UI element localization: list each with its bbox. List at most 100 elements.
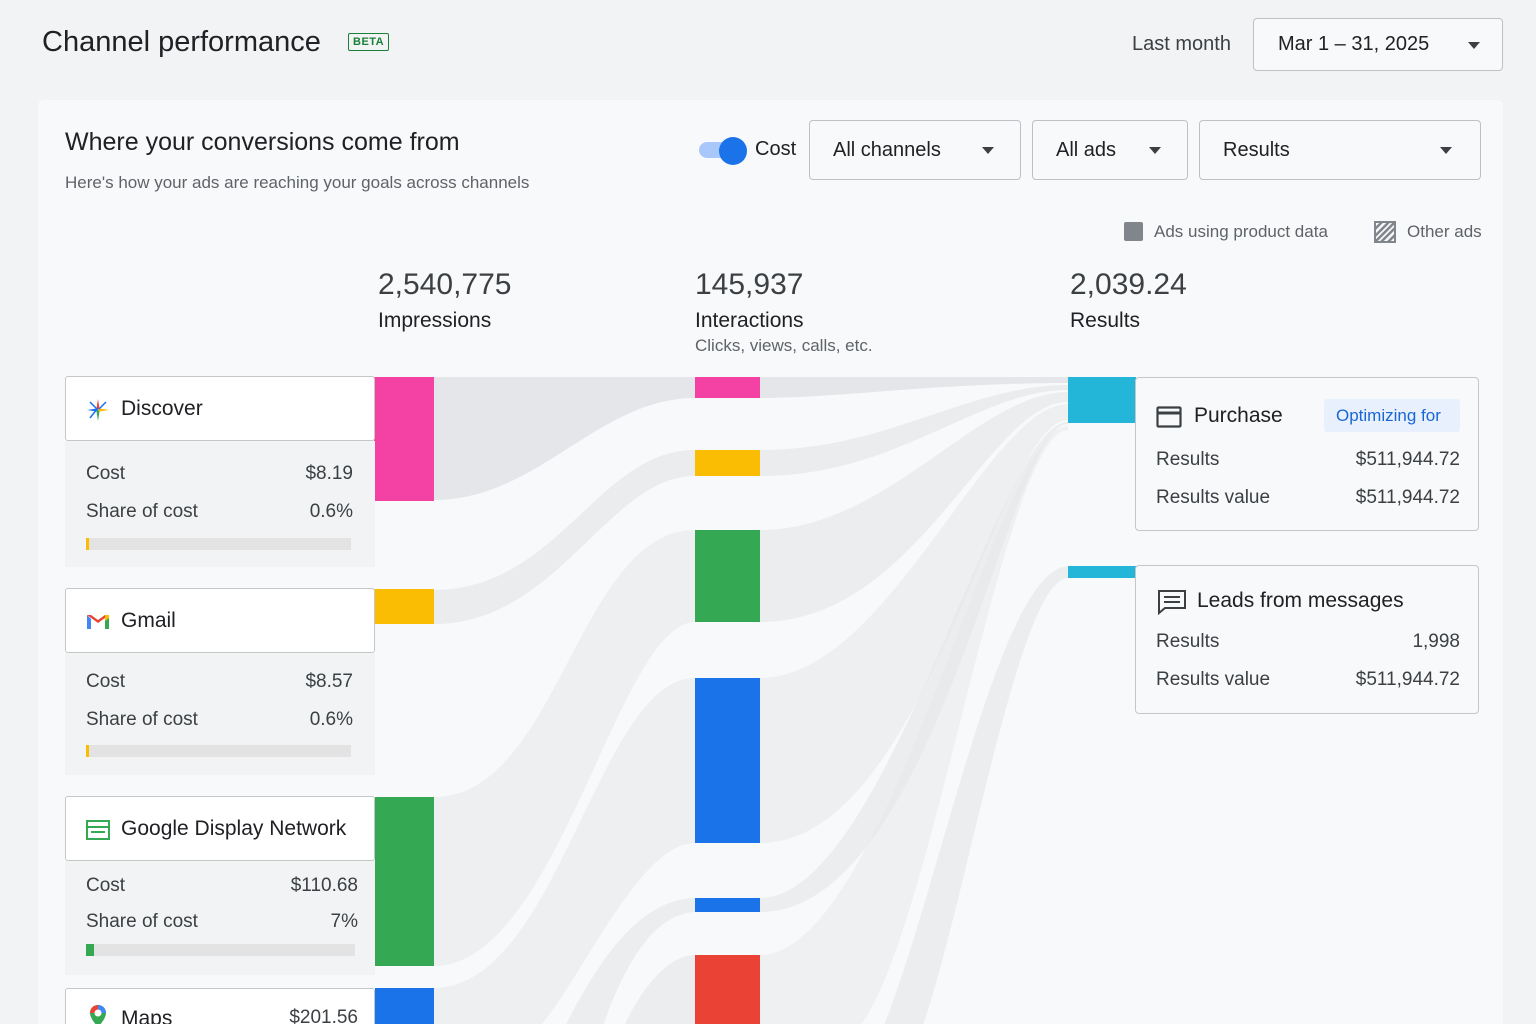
metric-dropdown-value: Results: [1223, 139, 1290, 161]
results-value: 2,039.24: [1070, 268, 1187, 301]
interactions-node-gmail: [695, 450, 760, 476]
gmail-icon: [87, 615, 109, 629]
interactions-node-youtube: [695, 955, 760, 1024]
date-range-select[interactable]: Mar 1 – 31, 2025: [1253, 18, 1503, 71]
impressions-label: Impressions: [378, 309, 492, 332]
channel-display-header[interactable]: Google Display Network: [65, 796, 375, 861]
flow-band: [760, 422, 1068, 912]
cost-value: $8.57: [305, 671, 353, 692]
share-row: Share of cost 0.6%: [86, 501, 353, 523]
cost-label: Cost: [86, 671, 126, 692]
chevron-down-icon: [982, 147, 994, 154]
cost-row: Cost $8.19: [86, 463, 353, 485]
share-value: 0.6%: [309, 709, 353, 730]
result-row-value: $511,944.72: [1355, 669, 1460, 690]
cost-label: Cost: [86, 463, 126, 484]
share-value: 7%: [330, 911, 358, 932]
flow-band: [566, 898, 695, 1024]
channel-gmail-details: Cost $8.57 Share of cost 0.6%: [65, 653, 375, 775]
result-title: Leads from messages: [1197, 589, 1404, 612]
chevron-down-icon: [1149, 147, 1161, 154]
share-bar: [86, 745, 351, 757]
impressions-node-maps: [375, 988, 434, 1024]
interactions-sublabel: Clicks, views, calls, etc.: [695, 336, 873, 355]
channel-name: Maps: [121, 1007, 173, 1024]
share-bar-fill: [86, 538, 89, 550]
maps-pin-icon: [90, 1005, 106, 1024]
legend-other-ads: Other ads: [1407, 222, 1482, 241]
interactions-value: 145,937: [695, 268, 804, 301]
result-leads-card[interactable]: Leads from messages Results 1,998 Result…: [1135, 565, 1479, 714]
channel-discover-details: Cost $8.19 Share of cost 0.6%: [65, 441, 375, 567]
channel-discover-header[interactable]: Discover: [65, 376, 375, 441]
channels-dropdown[interactable]: All channels: [809, 120, 1021, 180]
share-bar-fill: [86, 944, 94, 956]
ads-dropdown[interactable]: All ads: [1032, 120, 1188, 180]
cost-label: Cost: [86, 875, 126, 896]
flow-band: [434, 377, 695, 500]
credit-card-icon: [1156, 406, 1182, 428]
flow-band: [434, 678, 695, 1024]
date-range-value: Mar 1 – 31, 2025: [1278, 33, 1430, 55]
result-row-label: Results value: [1156, 669, 1271, 690]
result-row: Results value $511,944.72: [1156, 669, 1460, 691]
channel-display-details: Cost $110.68 Share of cost 7%: [65, 861, 375, 975]
flow-band: [760, 426, 1068, 1024]
flow-band: [434, 450, 695, 624]
display-network-icon: [86, 820, 110, 840]
top-bar: Channel performance BETA Last month Mar …: [0, 0, 1536, 90]
flow-band: [760, 392, 1068, 622]
cost-row: Cost $110.68: [86, 875, 358, 897]
cost-toggle[interactable]: [699, 137, 747, 165]
interactions-node-maps: [695, 678, 760, 843]
product-data-swatch: [1124, 222, 1143, 241]
metric-dropdown[interactable]: Results: [1199, 120, 1481, 180]
result-purchase-card[interactable]: Purchase Optimizing for Results $511,944…: [1135, 377, 1479, 531]
card-subtitle: Here's how your ads are reaching your go…: [65, 173, 530, 192]
cost-value: $110.68: [290, 875, 358, 896]
result-row-value: 1,998: [1412, 631, 1460, 652]
cost-row: Cost $8.57: [86, 671, 353, 693]
channel-name: Gmail: [121, 609, 176, 632]
result-row-label: Results value: [1156, 487, 1271, 508]
share-row: Share of cost 0.6%: [86, 709, 353, 731]
result-row-label: Results: [1156, 449, 1220, 470]
legend-product-data: Ads using product data: [1154, 222, 1328, 241]
flow-band: [884, 566, 1068, 1024]
maps-cost-value: $201.56: [289, 1007, 358, 1024]
result-row: Results 1,998: [1156, 631, 1460, 653]
discover-sparkle-icon: [87, 399, 109, 421]
ads-dropdown-value: All ads: [1056, 139, 1117, 161]
interactions-node-other: [695, 898, 760, 912]
interactions-label: Interactions: [695, 309, 804, 332]
results-label: Results: [1070, 309, 1141, 332]
result-title: Purchase: [1194, 404, 1283, 427]
result-row-value: $511,944.72: [1355, 487, 1460, 508]
channel-gmail-header[interactable]: Gmail: [65, 588, 375, 653]
impressions-node-discover: [374, 377, 434, 501]
result-row: Results $511,944.72: [1156, 449, 1460, 471]
result-row-value: $511,944.72: [1355, 449, 1460, 470]
flow-diagram: [374, 377, 1136, 1024]
share-label: Share of cost: [86, 709, 198, 730]
interactions-node-display: [695, 530, 760, 622]
impressions-node-gmail: [374, 589, 434, 624]
toggle-knob: [719, 137, 747, 165]
share-bar: [86, 538, 351, 550]
impressions-value: 2,540,775: [378, 268, 512, 301]
channels-dropdown-value: All channels: [833, 139, 941, 161]
flow-band: [625, 955, 695, 1024]
channel-name: Google Display Network: [121, 817, 347, 840]
flow-band: [760, 385, 1068, 476]
card-title: Where your conversions come from: [65, 128, 460, 156]
channel-name: Discover: [121, 397, 203, 420]
range-label: Last month: [1132, 33, 1231, 55]
impressions-node-display: [375, 797, 434, 966]
cost-toggle-label: Cost: [755, 138, 797, 160]
channel-maps-header[interactable]: Maps $201.56: [65, 988, 375, 1024]
share-label: Share of cost: [86, 911, 198, 932]
chevron-down-icon: [1440, 147, 1452, 154]
share-label: Share of cost: [86, 501, 198, 522]
beta-badge: BETA: [348, 33, 390, 51]
share-row: Share of cost 7%: [86, 911, 358, 933]
